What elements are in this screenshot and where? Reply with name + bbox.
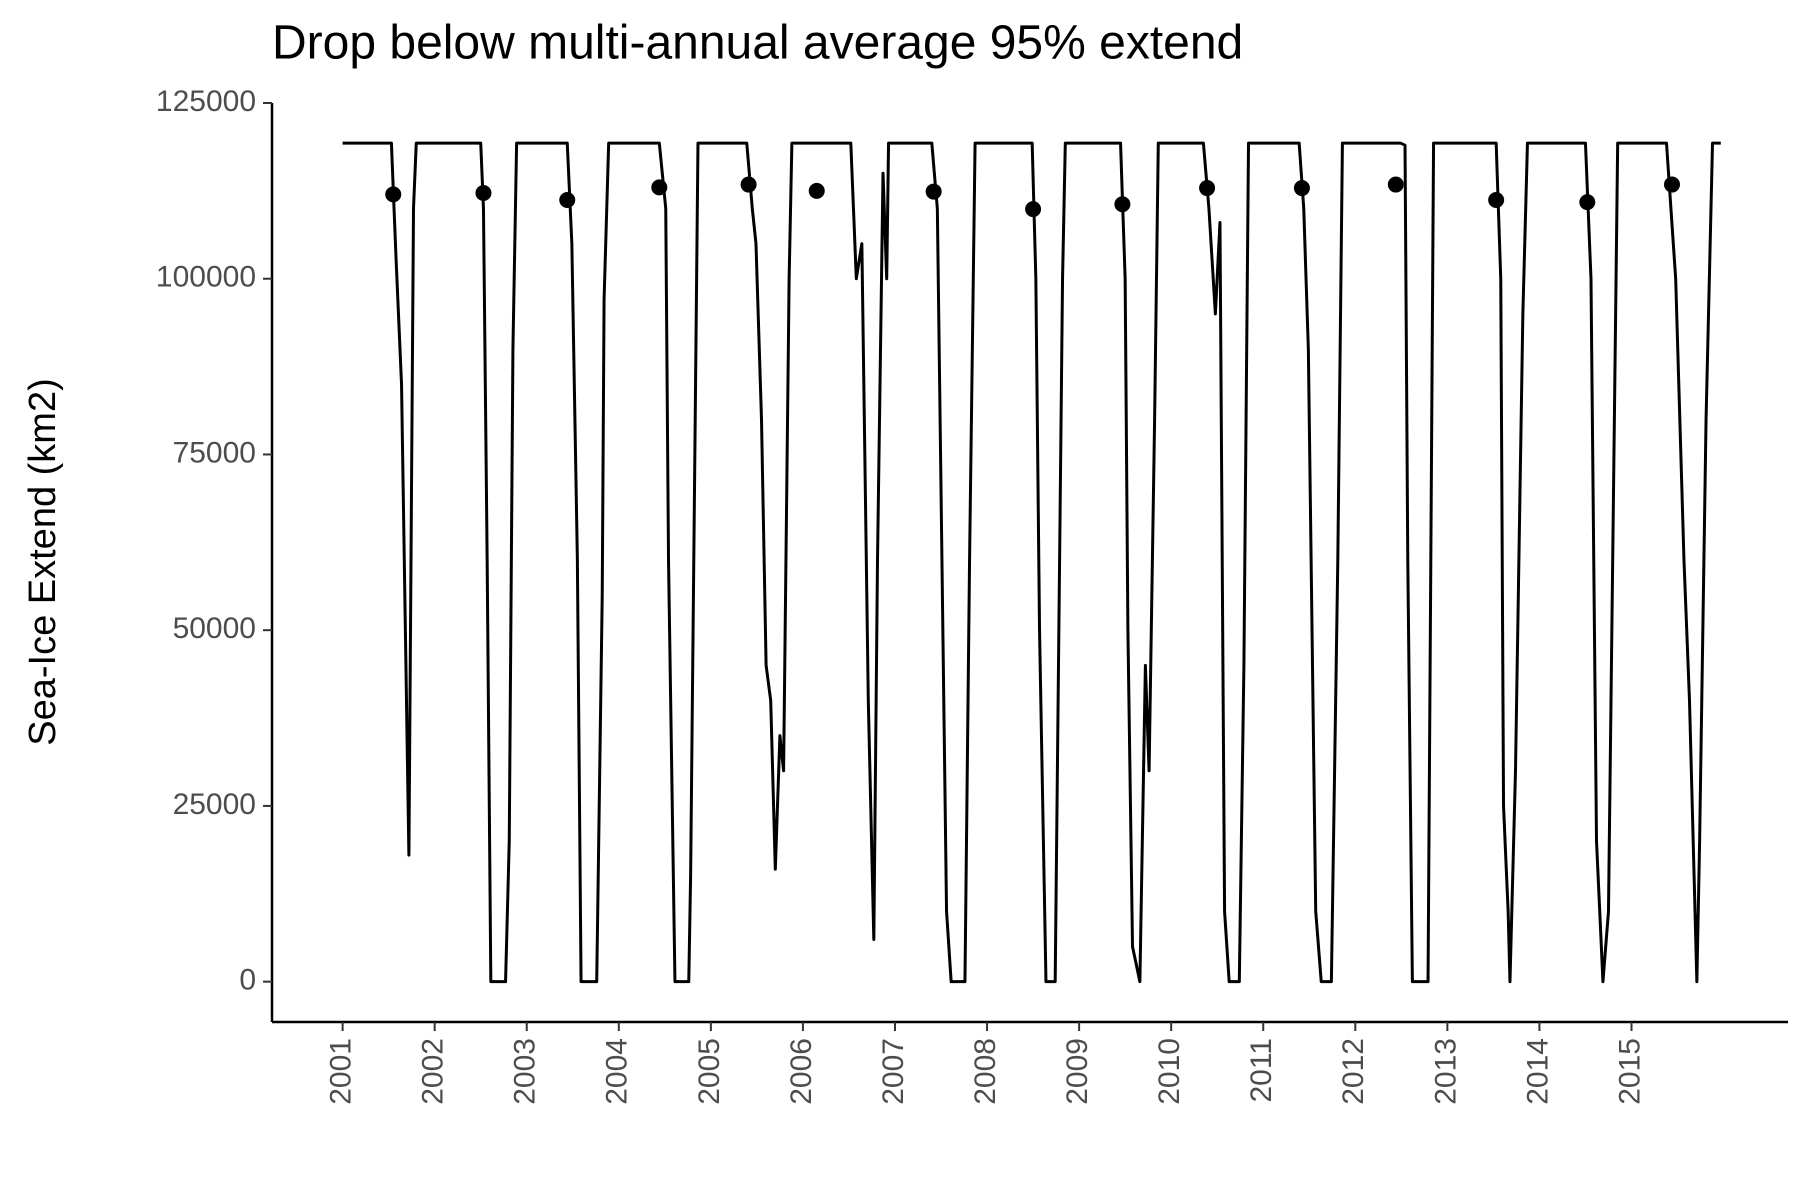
drop-point bbox=[1579, 194, 1596, 211]
drop-point bbox=[475, 184, 492, 201]
x-tick-label: 2008 bbox=[969, 1038, 1002, 1105]
x-tick-label: 2013 bbox=[1429, 1038, 1462, 1105]
drop-point bbox=[1114, 196, 1131, 213]
x-tick-label: 2005 bbox=[693, 1038, 726, 1105]
drop-point bbox=[740, 176, 757, 193]
drop-point bbox=[1025, 201, 1042, 218]
y-tick-label: 100000 bbox=[156, 261, 256, 294]
x-tick-label: 2010 bbox=[1153, 1038, 1186, 1105]
y-tick-label: 125000 bbox=[156, 85, 256, 118]
drop-point bbox=[651, 179, 668, 196]
drop-point bbox=[808, 182, 825, 199]
y-tick-label: 25000 bbox=[173, 788, 256, 821]
drop-point bbox=[385, 186, 402, 203]
x-tick-label: 2011 bbox=[1245, 1038, 1278, 1103]
x-tick-label: 2014 bbox=[1521, 1038, 1554, 1105]
y-tick-label: 50000 bbox=[173, 612, 256, 645]
y-tick-label: 0 bbox=[239, 964, 256, 997]
x-tick-label: 2004 bbox=[601, 1038, 634, 1105]
x-tick-label: 2009 bbox=[1061, 1038, 1094, 1105]
drop-point bbox=[559, 192, 576, 209]
chart-title: Drop below multi-annual average 95% exte… bbox=[272, 17, 1243, 70]
x-tick-label: 2006 bbox=[785, 1038, 818, 1105]
sea-ice-line bbox=[342, 141, 1721, 984]
x-tick-label: 2015 bbox=[1613, 1038, 1646, 1105]
drop-point bbox=[1664, 176, 1681, 193]
y-tick-label: 75000 bbox=[173, 436, 256, 469]
x-tick-label: 2007 bbox=[877, 1038, 910, 1105]
x-tick-label: 2003 bbox=[509, 1038, 542, 1105]
drop-point bbox=[1387, 176, 1404, 193]
x-tick-label: 2002 bbox=[417, 1038, 450, 1105]
drop-point bbox=[925, 183, 942, 200]
drop-point bbox=[1199, 180, 1216, 197]
y-axis-label: Sea-Ice Extend (km2) bbox=[22, 378, 64, 745]
x-tick-label: 2012 bbox=[1337, 1038, 1370, 1105]
drop-point bbox=[1488, 192, 1505, 209]
x-tick-label: 2001 bbox=[325, 1038, 358, 1105]
drop-point bbox=[1293, 180, 1310, 197]
